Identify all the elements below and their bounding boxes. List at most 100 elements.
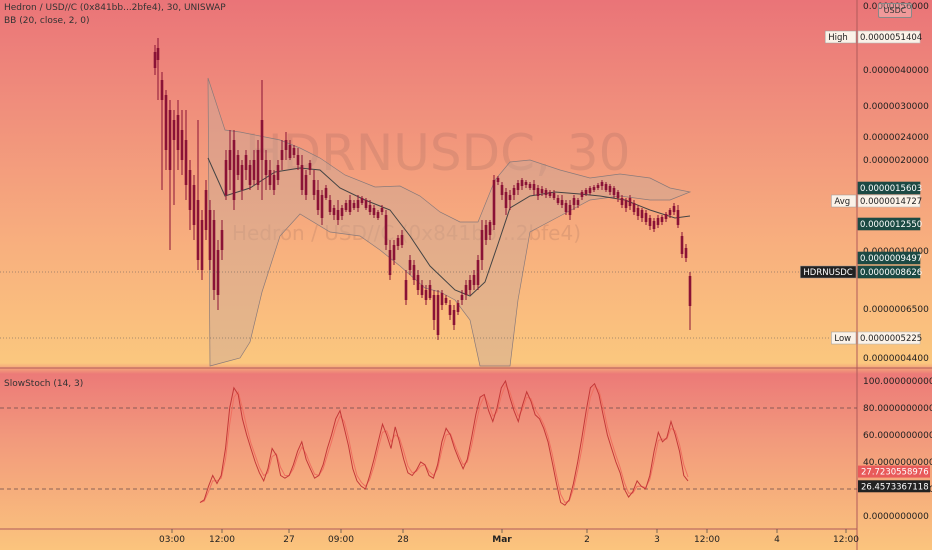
candle-body: [464, 285, 468, 295]
candle-body: [172, 120, 176, 140]
candle: [156, 38, 160, 100]
candle: [228, 130, 232, 190]
candle-body: [540, 189, 544, 193]
candle: [656, 215, 660, 228]
candle-body: [260, 120, 264, 160]
candle-body: [412, 265, 416, 280]
candle-body: [476, 260, 480, 285]
candle: [408, 255, 412, 275]
candle-body: [296, 155, 300, 165]
price-label-box: [857, 30, 921, 44]
candle-body: [660, 217, 664, 222]
candle-body: [416, 275, 420, 290]
candle: [300, 155, 304, 195]
candle: [340, 205, 344, 220]
candle-body: [496, 178, 500, 182]
candle-body: [320, 195, 324, 218]
price-label-value: 0.0000008626: [860, 268, 922, 278]
candle: [412, 260, 416, 285]
candle: [356, 195, 360, 212]
candle-body: [596, 185, 600, 188]
candle-body: [204, 190, 208, 230]
candle-body: [384, 215, 388, 245]
candle: [556, 195, 560, 205]
candle: [172, 110, 176, 205]
candle: [516, 180, 520, 195]
candle-body: [548, 192, 552, 196]
candle: [688, 272, 692, 330]
candle-body: [232, 140, 236, 200]
candle: [420, 280, 424, 298]
candle-body: [528, 184, 532, 188]
candle-body: [620, 198, 624, 205]
candle-body: [564, 203, 568, 212]
candle-body: [376, 212, 380, 218]
candle: [368, 200, 372, 215]
candle: [564, 200, 568, 215]
price-label: 0.0000005225 Low: [831, 331, 922, 345]
candle: [256, 140, 260, 190]
candle-body: [592, 187, 596, 190]
candle: [352, 200, 356, 210]
candle-body: [208, 210, 212, 260]
candle-body: [248, 165, 252, 185]
candle-body: [264, 160, 268, 175]
candle: [652, 218, 656, 232]
candle-body: [368, 205, 372, 212]
candle-body: [256, 150, 260, 185]
bollinger-band: [207, 77, 692, 367]
candle: [496, 176, 500, 185]
candle-body: [624, 200, 628, 208]
price-label-value: 0.0000015603: [860, 184, 922, 194]
candle-body: [664, 214, 668, 219]
bb-legend: BB (20, close, 2, 0): [4, 16, 90, 26]
stoch-tick-label: 100.000000000: [863, 377, 932, 387]
stoch-value-box: [858, 465, 930, 478]
price-label-tag: Low: [834, 334, 851, 344]
candle-body: [628, 198, 632, 206]
candle: [224, 150, 228, 200]
time-tick-label: 3: [654, 535, 660, 545]
candle: [260, 80, 264, 200]
candle: [632, 200, 636, 215]
candle-body: [536, 188, 540, 196]
candle: [492, 175, 496, 230]
candle: [584, 188, 588, 196]
candle-body: [460, 295, 464, 300]
candle-body: [420, 285, 424, 295]
candle: [176, 100, 180, 170]
candle: [284, 132, 288, 160]
candle-body: [388, 250, 392, 275]
price-label-tag-box: [824, 30, 857, 44]
candle: [572, 195, 576, 210]
candle: [332, 205, 336, 220]
candle: [524, 180, 528, 188]
candle-body: [568, 205, 572, 215]
candle: [376, 210, 380, 220]
candle-body: [688, 276, 692, 306]
candle: [348, 195, 352, 215]
candle-body: [448, 305, 452, 315]
candle: [204, 180, 208, 240]
candle: [304, 170, 308, 200]
candle: [624, 198, 628, 212]
candle-body: [668, 210, 672, 215]
candle: [268, 160, 272, 190]
candle: [460, 290, 464, 305]
price-label-value: 0.0000009497: [860, 254, 922, 264]
candle: [648, 215, 652, 230]
candle-body: [272, 175, 276, 190]
candle-body: [428, 285, 432, 298]
currency-badge[interactable]: USDC: [878, 3, 912, 18]
candle: [608, 184, 612, 195]
candle: [660, 215, 664, 225]
candle-body: [324, 188, 328, 198]
candle-body: [436, 295, 440, 335]
candle: [324, 185, 328, 200]
price-label: 0.0000008626 HDRNUSDC: [800, 265, 922, 279]
candle: [160, 72, 164, 190]
candle: [212, 210, 216, 300]
candle-body: [468, 280, 472, 290]
candle-body: [648, 218, 652, 226]
